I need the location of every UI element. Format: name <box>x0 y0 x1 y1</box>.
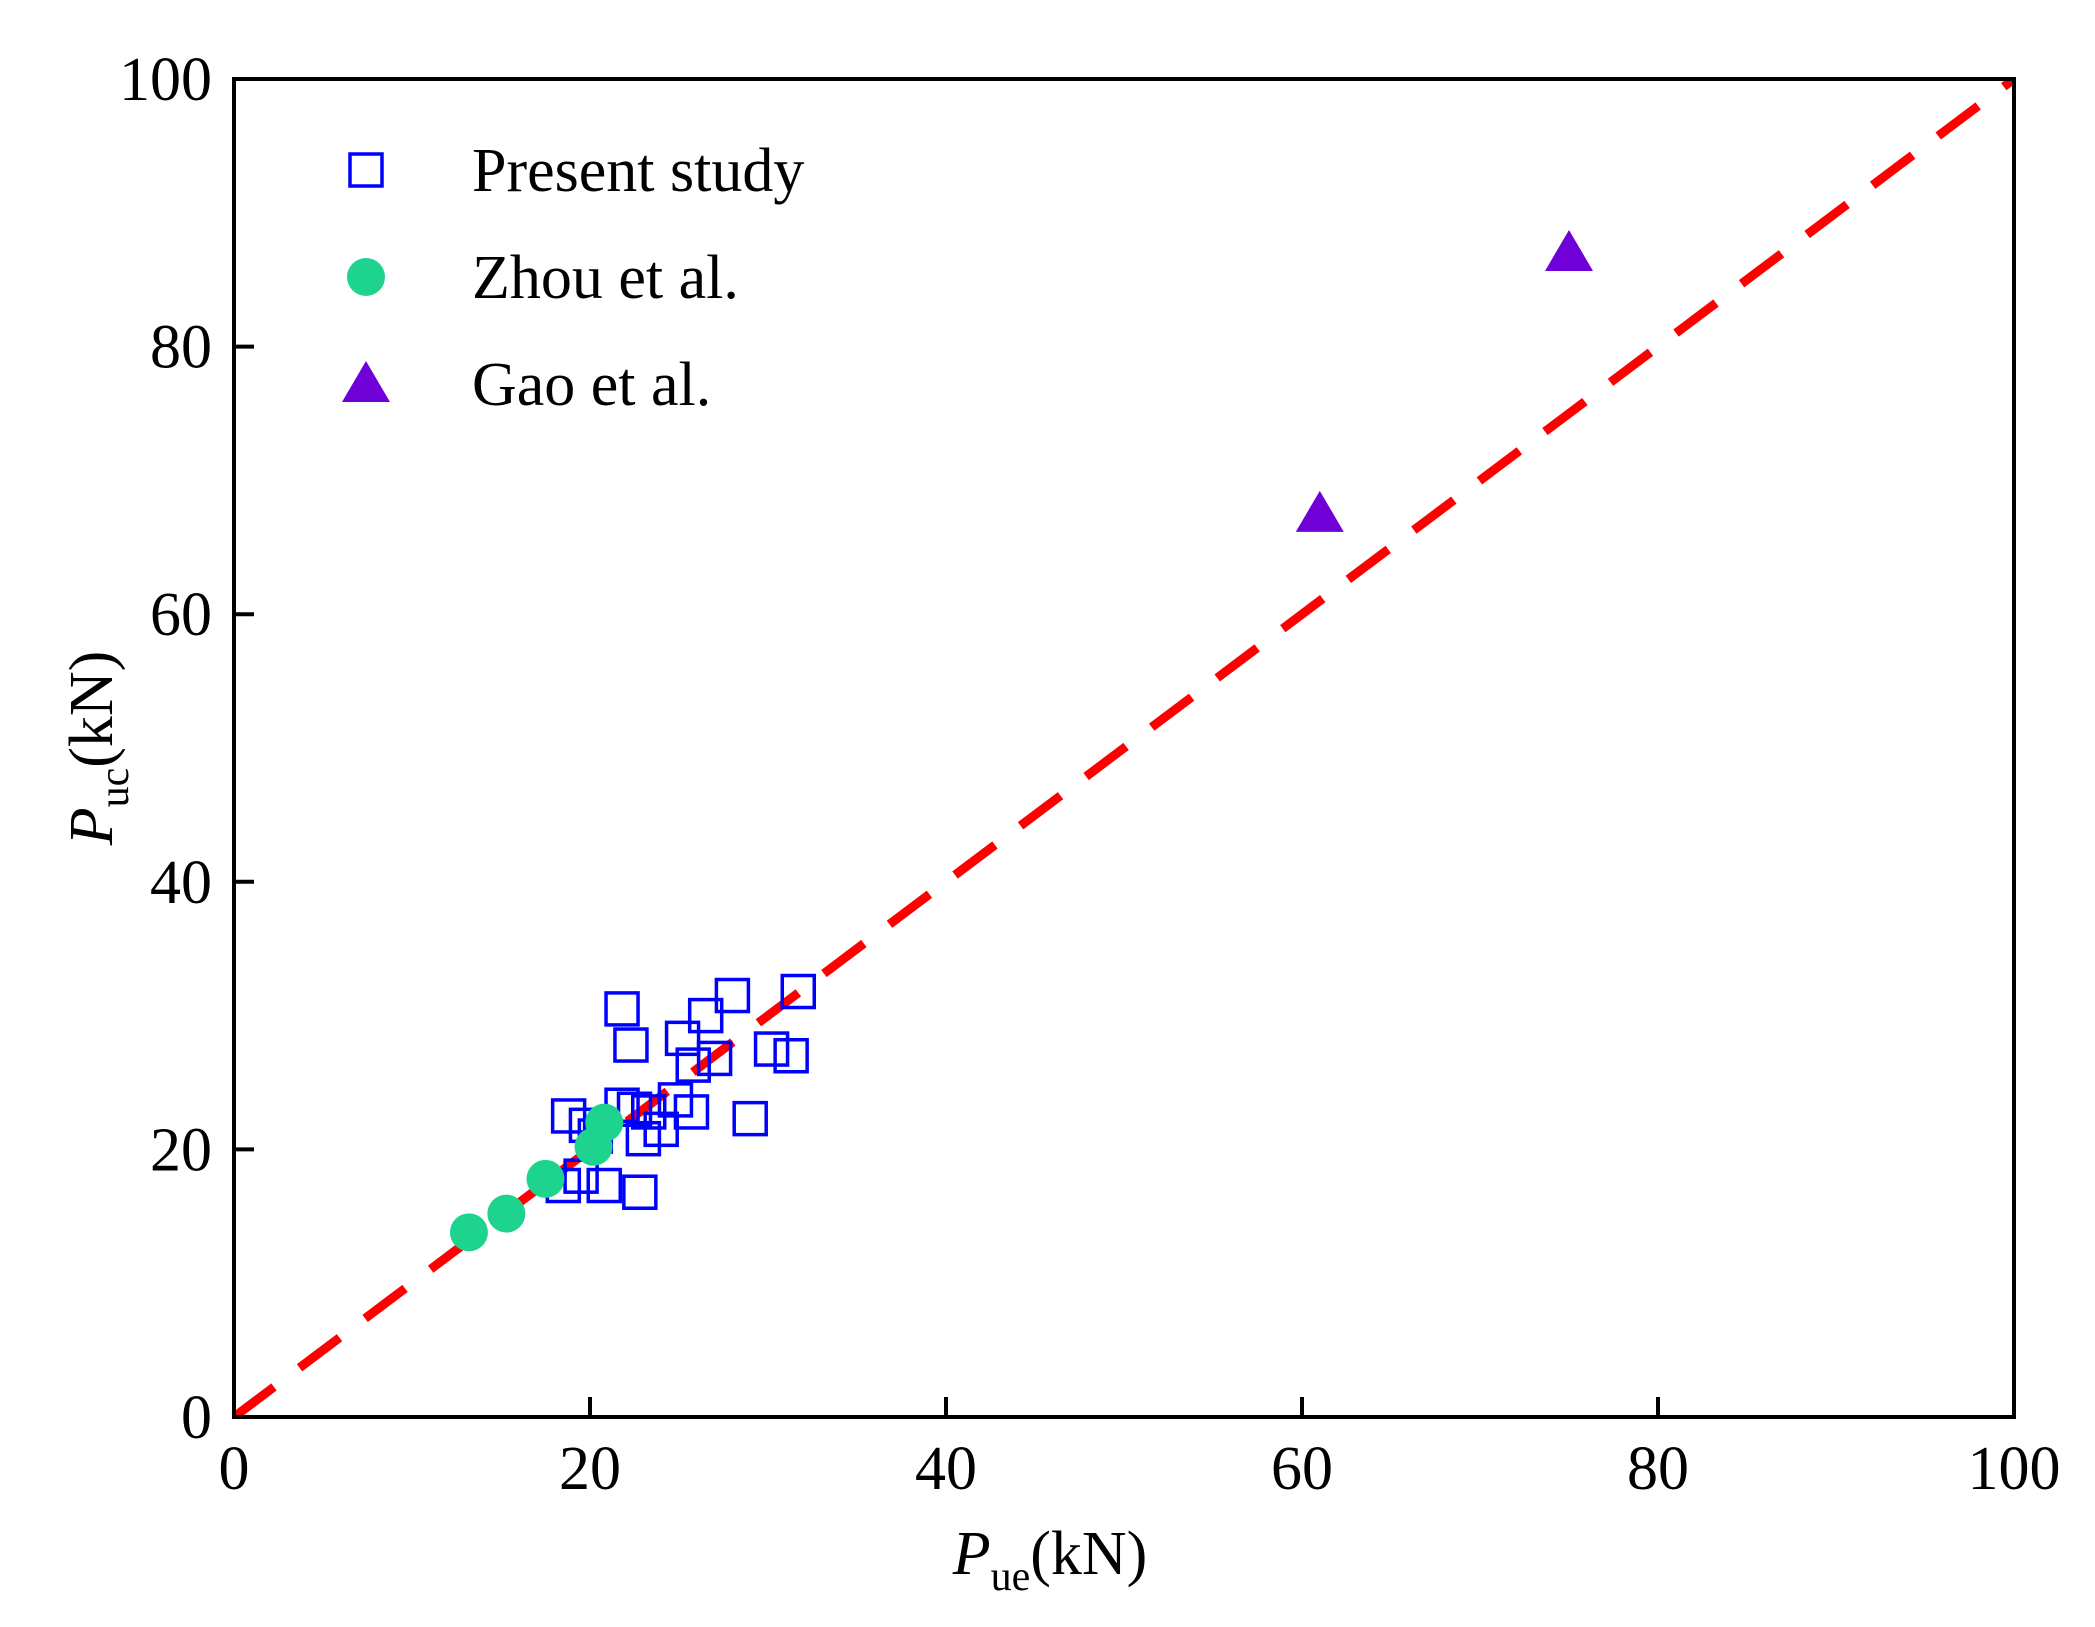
legend-marker-zhou-et-al <box>347 258 385 296</box>
data-point-present-study <box>773 1037 809 1074</box>
y-tick-label: 80 <box>150 314 212 382</box>
x-tick-label: 80 <box>1627 1435 1689 1503</box>
legend-label-zhou-et-al: Zhou et al. <box>472 244 739 312</box>
legend-label-gao-et-al: Gao et al. <box>472 351 711 419</box>
series-gao-et-al <box>1295 229 1593 532</box>
y-axis-title: Puc(kN) <box>58 651 138 847</box>
y-tick-label: 20 <box>150 1116 212 1184</box>
data-point-present-study <box>696 1040 733 1077</box>
data-point-present-study <box>625 1120 662 1157</box>
data-point-gao-et-al <box>1295 490 1344 532</box>
legend-marker-gao-et-al <box>342 361 390 402</box>
data-point-present-study <box>664 1020 701 1057</box>
data-point-present-study <box>604 991 640 1027</box>
legend-label-present-study: Present study <box>472 137 804 205</box>
data-point-present-study <box>616 1091 653 1128</box>
data-point-zhou-et-al <box>585 1103 624 1142</box>
data-point-present-study <box>753 1031 790 1067</box>
data-point-present-study <box>780 973 817 1010</box>
legend: Present study Zhou et al. Gao et al. <box>342 137 804 419</box>
y-tick-label: 0 <box>181 1384 212 1452</box>
data-point-zhou-et-al <box>487 1194 526 1233</box>
series-zhou-et-al <box>449 1103 624 1252</box>
data-point-zhou-et-al <box>526 1159 565 1198</box>
x-axis-title: Pue(kN) <box>952 1520 1148 1600</box>
series-present-study <box>545 973 817 1210</box>
x-tick-label: 0 <box>219 1435 250 1503</box>
data-point-present-study <box>732 1100 768 1137</box>
y-tick-label: 100 <box>119 46 212 114</box>
x-tick-label: 40 <box>915 1435 977 1503</box>
reference-line-group <box>234 79 2014 1417</box>
reference-line <box>234 79 2014 1417</box>
x-tick-label: 60 <box>1271 1435 1333 1503</box>
plot-frame <box>232 77 2016 1419</box>
x-tick-label: 100 <box>1968 1435 2061 1503</box>
data-point-present-study <box>673 1094 710 1130</box>
data-point-zhou-et-al <box>449 1213 488 1252</box>
axis-ticks-group: 0 20 40 60 80 100 0 20 40 60 80 100 <box>119 46 2061 1503</box>
legend-marker-present-study <box>348 152 384 188</box>
data-point-gao-et-al <box>1545 229 1593 271</box>
data-point-present-study <box>550 1098 587 1134</box>
data-point-present-study <box>687 997 724 1034</box>
data-point-present-study <box>613 1027 649 1063</box>
data-point-present-study <box>622 1174 658 1210</box>
data-point-present-study <box>714 977 751 1014</box>
x-tick-label: 20 <box>559 1435 621 1503</box>
data-points-group <box>449 229 1593 1252</box>
y-tick-label: 60 <box>150 581 212 649</box>
data-point-present-study <box>586 1167 622 1204</box>
y-tick-label: 40 <box>150 849 212 917</box>
data-point-present-study <box>675 1047 711 1083</box>
